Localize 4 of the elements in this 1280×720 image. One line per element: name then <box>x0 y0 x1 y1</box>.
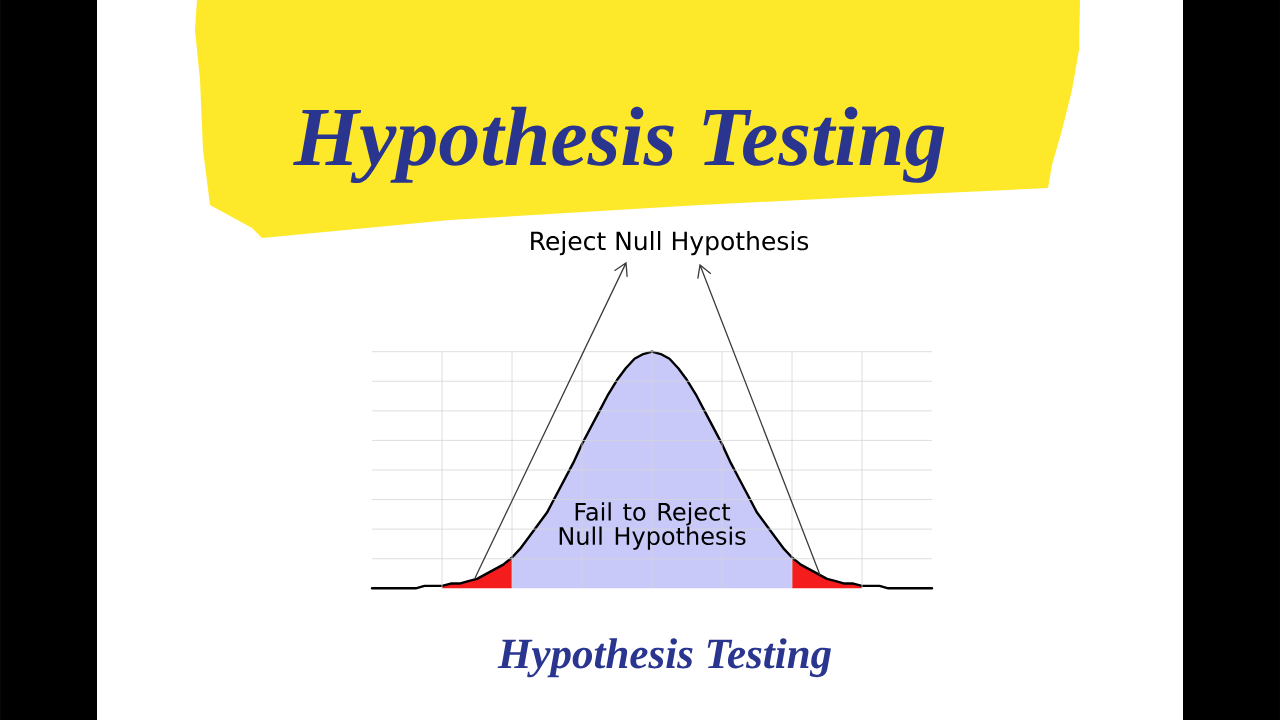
annotation: Fail to Reject Null Hypothesis <box>559 502 746 550</box>
chart-title: Hypothesis Testing <box>293 106 945 184</box>
text: Reject Null Hypothesis <box>531 231 809 256</box>
text: Hypothesis Testing <box>497 638 831 678</box>
